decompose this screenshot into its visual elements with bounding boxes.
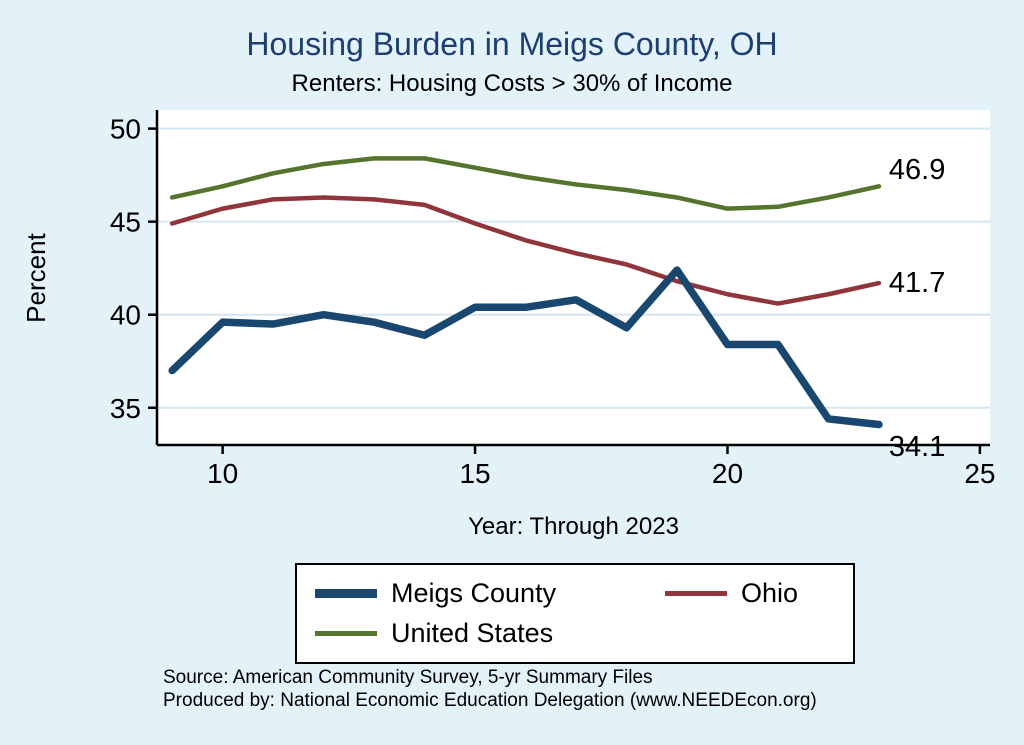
series-line-ohio xyxy=(169,195,882,306)
x-tick-label-25: 25 xyxy=(964,458,995,489)
x-tick-label-20: 20 xyxy=(712,458,743,489)
legend-label-ohio: Ohio xyxy=(741,578,799,608)
legend-item-united-states: United States xyxy=(315,618,665,649)
legend-label-meigs-county: Meigs County xyxy=(391,578,557,608)
legend-item-meigs-county: Meigs County xyxy=(315,578,665,609)
series-line-united-states xyxy=(169,156,882,211)
series-line-meigs-county xyxy=(168,266,883,429)
legend-swatch-ohio xyxy=(665,591,727,596)
source-line: Source: American Community Survey, 5-yr … xyxy=(163,667,653,688)
end-label-ohio: 41.7 xyxy=(888,267,946,300)
plot-svg: 35 40 45 50 10 15 20 25 xyxy=(110,110,995,489)
legend-label-united-states: United States xyxy=(391,618,554,648)
x-axis-title: Year: Through 2023 xyxy=(468,513,679,540)
y-tick-label-50: 50 xyxy=(110,114,141,145)
end-label-united-states: 46.9 xyxy=(888,154,946,187)
chart-title: Housing Burden in Meigs County, OH xyxy=(246,26,778,62)
y-axis-title: Percent xyxy=(21,233,51,323)
y-tick-label-45: 45 xyxy=(110,207,141,238)
x-tick-label-10: 10 xyxy=(207,458,238,489)
legend-swatch-meigs-county xyxy=(315,589,377,598)
source-notes: Source: American Community Survey, 5-yr … xyxy=(163,666,1003,712)
end-label-meigs-county: 34.1 xyxy=(888,430,946,463)
chart-subtitle: Renters: Housing Costs > 30% of Income xyxy=(291,70,733,97)
legend-swatch-united-states xyxy=(315,631,377,636)
legend-item-ohio: Ohio xyxy=(665,578,843,609)
y-tick-label-40: 40 xyxy=(110,300,141,331)
plot-area xyxy=(157,110,990,445)
produced-by-line: Produced by: National Economic Education… xyxy=(163,690,817,712)
x-tick-label-15: 15 xyxy=(459,458,490,489)
y-tick-label-35: 35 xyxy=(110,393,141,424)
legend: Meigs County Ohio United States xyxy=(295,563,855,664)
